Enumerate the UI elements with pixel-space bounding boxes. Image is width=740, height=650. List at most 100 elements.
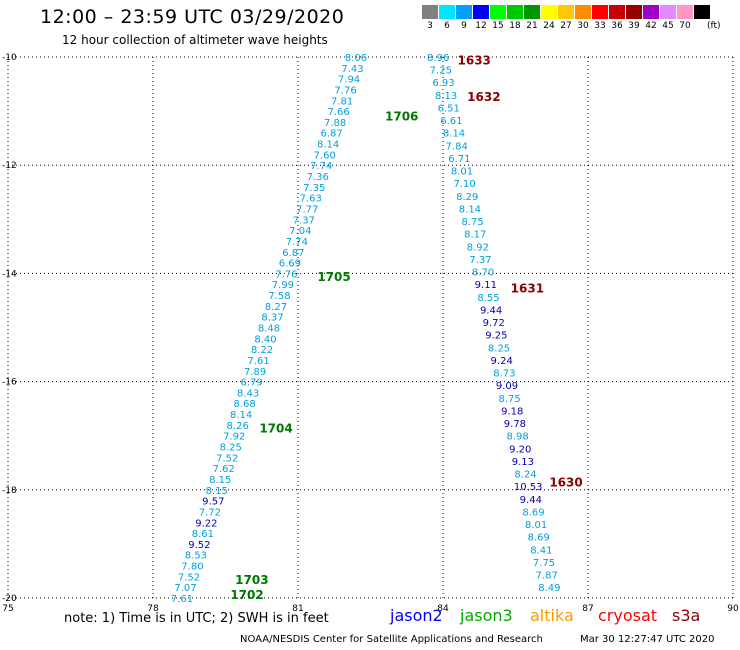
generated-timestamp: Mar 30 12:27:47 UTC 2020 <box>580 634 715 645</box>
color-scale-label: 33 <box>594 21 606 31</box>
swh-value-track-b: 9.72 <box>483 318 505 329</box>
swh-value-track-a: 7.72 <box>199 507 221 518</box>
swh-value-track-b: 8.29 <box>456 192 478 203</box>
swh-value-track-a: 7.92 <box>223 432 245 443</box>
color-swatch <box>592 5 608 19</box>
axis-tick-labels: 75 78 81 84 87 90 -10 -12 -14 -16 -18 -20 <box>2 53 739 614</box>
swh-value-track-b: 7.10 <box>454 179 476 190</box>
color-swatch <box>558 5 574 19</box>
color-scale-label: 39 <box>628 21 640 31</box>
swh-value-track-a: 9.57 <box>202 497 224 508</box>
swh-value-track-b: 9.09 <box>496 381 518 392</box>
color-swatch <box>643 5 659 19</box>
pass-time-label: 1706 <box>385 109 418 123</box>
pass-time-label: 1702 <box>230 588 263 602</box>
swh-value-track-b: 8.69 <box>528 533 550 544</box>
pass-time-label: 1703 <box>235 573 268 587</box>
swh-value-track-b: 6.61 <box>440 116 462 127</box>
color-scale-unit: (ft) <box>707 21 721 31</box>
color-scale-label: 36 <box>611 21 623 31</box>
swh-value-track-b: 9.24 <box>491 356 513 367</box>
color-swatch <box>490 5 506 19</box>
chart-title: 12:00 – 23:59 UTC 03/29/2020 <box>40 6 345 28</box>
color-scale-label: 9 <box>461 21 467 31</box>
swh-value-track-b: 9.18 <box>501 406 523 417</box>
swh-value-track-a: 7.80 <box>181 562 203 573</box>
swh-value-track-b: 8.69 <box>522 507 544 518</box>
swh-value-track-a: 8.22 <box>251 345 273 356</box>
swh-value-track-a: 7.81 <box>331 96 353 107</box>
swh-value-track-a: 8.37 <box>261 313 283 324</box>
color-swatch <box>507 5 523 19</box>
swh-value-track-b: 10.53 <box>514 482 543 493</box>
swh-value-track-a: 7.74 <box>310 161 332 172</box>
swh-value-track-a: 9.22 <box>195 518 217 529</box>
swh-value-track-b: 8.75 <box>461 217 483 228</box>
y-tick-label: -18 <box>2 486 17 496</box>
swh-value-track-a: 7.99 <box>272 280 294 291</box>
color-scale-label: 70 <box>679 21 691 31</box>
x-tick-label: 84 <box>437 604 449 614</box>
swh-value-track-a: 7.89 <box>244 367 266 378</box>
swh-value-track-a: 8.15 <box>209 475 231 486</box>
swh-value-track-a: 8.06 <box>345 53 367 64</box>
swh-value-track-b: 6.51 <box>438 103 460 114</box>
swh-value-track-b: 8.13 <box>435 91 457 102</box>
swh-value-track-b: 8.70 <box>472 268 494 279</box>
swh-value-track-a: 6.87 <box>321 129 343 140</box>
legend-item-jason2: jason2 <box>390 606 443 625</box>
pass-time-label: 1633 <box>458 54 491 68</box>
swh-value-track-b: 8.92 <box>467 242 489 253</box>
swh-value-track-a: 8.27 <box>265 302 287 313</box>
chart-subtitle: 12 hour collection of altimeter wave hei… <box>62 33 328 47</box>
swh-value-track-b: 7.25 <box>430 66 452 77</box>
swh-value-track-a: 7.61 <box>247 356 269 367</box>
swh-value-track-a: 8.53 <box>185 551 207 562</box>
swh-value-track-b: 9.11 <box>475 280 497 291</box>
legend-item-altika: altika <box>530 606 574 625</box>
color-swatch <box>456 5 472 19</box>
swh-value-track-a: 7.04 <box>289 226 311 237</box>
color-scale-label: 45 <box>662 21 674 31</box>
color-scale-label: 3 <box>427 21 433 31</box>
swh-value-track-a: 7.62 <box>213 464 235 475</box>
swh-value-track-a: 7.77 <box>296 204 318 215</box>
pass-time-label: 1632 <box>467 90 500 104</box>
swh-value-track-b: 9.44 <box>480 305 502 316</box>
swh-value-track-a: 9.52 <box>188 540 210 551</box>
swh-value-track-a: 7.74 <box>286 237 308 248</box>
swh-value-track-a: 7.43 <box>341 64 363 75</box>
legend-item-s3a: s3a <box>672 606 701 625</box>
swh-value-track-a: 7.88 <box>324 118 346 129</box>
swh-value-track-a: 7.52 <box>216 453 238 464</box>
color-swatch <box>677 5 693 19</box>
swh-value-track-a: 7.76 <box>275 269 297 280</box>
color-scale-label: 27 <box>560 21 572 31</box>
swh-value-track-b: 9.25 <box>485 331 507 342</box>
y-tick-label: -10 <box>2 53 17 63</box>
color-scale-label: 15 <box>492 21 504 31</box>
y-tick-label: -20 <box>2 594 17 604</box>
pass-time-label: 1704 <box>259 422 292 436</box>
swh-value-track-a: 7.94 <box>338 75 360 86</box>
pass-time-label: 1631 <box>511 281 544 295</box>
swh-value-track-a: 6.69 <box>279 259 301 270</box>
swh-value-track-b: 8.49 <box>538 583 560 594</box>
swh-value-track-a: 8.26 <box>227 421 249 432</box>
swh-value-track-a: 8.61 <box>192 529 214 540</box>
swh-value-track-b: 8.24 <box>514 470 536 481</box>
swh-value-track-a: 8.40 <box>254 334 276 345</box>
swh-value-track-a: 7.37 <box>293 215 315 226</box>
swh-value-track-a: 8.14 <box>230 410 252 421</box>
swh-value-track-b: 9.44 <box>520 495 542 506</box>
swh-value-track-b: 7.84 <box>446 141 468 152</box>
swh-value-track-b: 8.55 <box>477 293 499 304</box>
swh-value-track-b: 9.20 <box>509 444 531 455</box>
legend-item-cryosat: cryosat <box>598 606 658 625</box>
x-tick-label: 90 <box>727 604 739 614</box>
swh-value-track-b: 8.17 <box>464 230 486 241</box>
x-tick-label: 75 <box>2 604 13 614</box>
swh-value-track-b: 8.73 <box>493 369 515 380</box>
swh-value-track-b: 8.75 <box>498 394 520 405</box>
swh-value-track-b: 8.25 <box>488 343 510 354</box>
